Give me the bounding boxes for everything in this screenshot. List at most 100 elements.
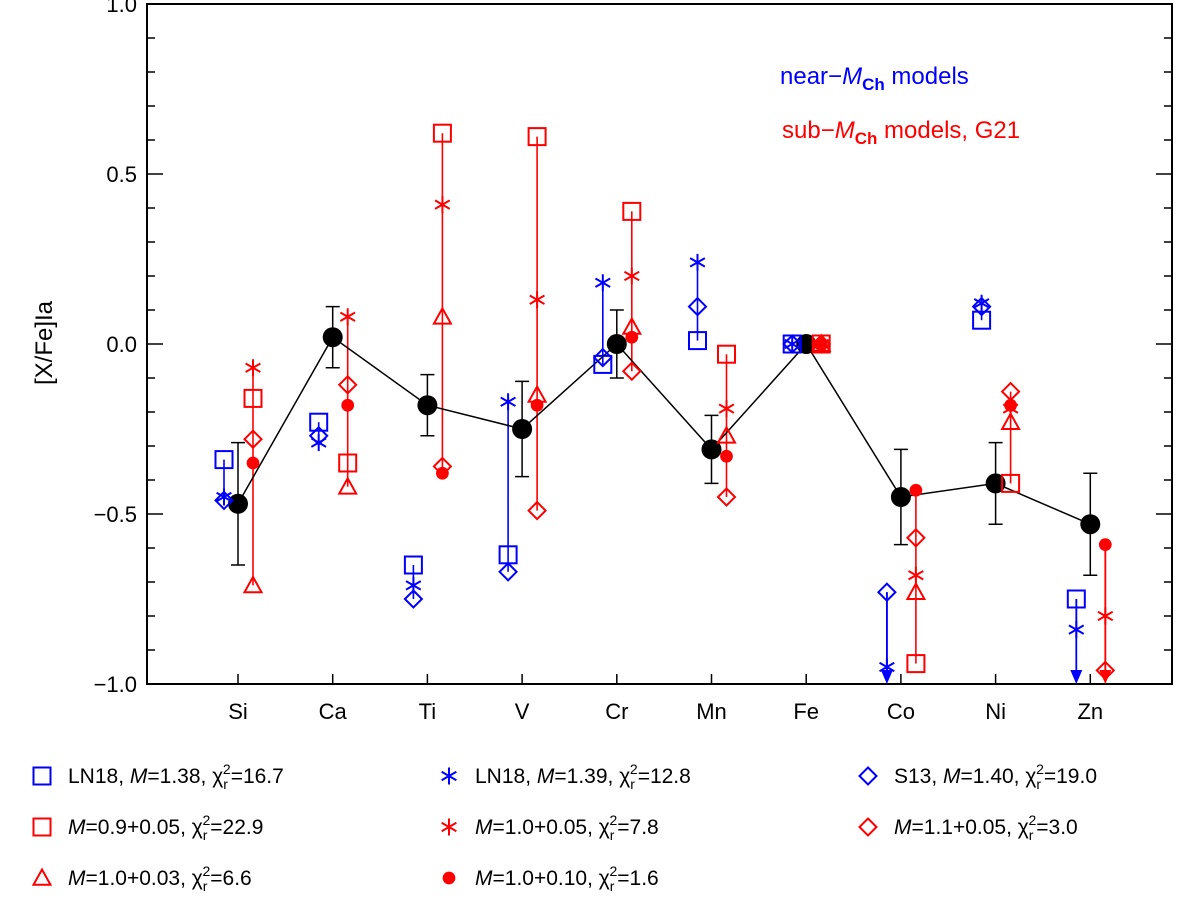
marker-square [622,201,642,221]
legend-entry: M=0.9+0.05, χr2=22.9 [32,812,263,843]
near-mch-annotation: near−MCh models [780,63,969,94]
axes-frame [146,3,1173,685]
y-tick-label: −0.5 [94,502,137,527]
legend-entry: S13, M=1.40, χr2=19.0 [858,761,1097,792]
marker-diamond [243,429,263,450]
marker-square [403,555,423,575]
legend-marker-asterisk [441,767,457,785]
observed-point [417,395,438,416]
observed-point [701,439,722,460]
observed-point [228,493,248,514]
marker-square [688,331,707,351]
tick-labels: 1.0 0.5 0.0 −0.5 −1.0 Si Ca Ti V Cr Mn Fe Co Ni Zn [94,0,1104,724]
marker-asterisk [689,253,706,271]
legend-entry: M=1.0+0.03, χr2=6.6 [31,863,252,894]
legend-label: LN18, M=1.39, χr2=12.8 [475,761,691,792]
observed-point [512,419,533,439]
marker-diamond [905,527,926,548]
observed-point [890,487,911,507]
marker-square [1066,589,1086,609]
marker-square [214,450,234,470]
x-tick-label-mn: Mn [696,699,727,724]
x-tick-label-zn: Zn [1077,699,1103,724]
x-tick-label-fe: Fe [793,699,819,724]
legend-entry: LN18, M=1.38, χr2=16.7 [32,761,284,792]
marker-square [432,123,452,143]
marker-triangle [432,306,453,325]
marker-filled-circle [1098,538,1112,551]
marker-diamond [716,487,737,507]
marker-diamond [971,296,992,317]
marker-square [527,127,547,147]
marker-filled-circle [1004,398,1017,412]
legend-marker-diamond [858,817,878,837]
marker-asterisk [623,267,640,285]
observed-line [237,336,1091,525]
upper-limit-arrowhead [1070,670,1083,684]
marker-filled-circle [909,483,923,497]
marker-square [243,388,263,408]
marker-triangle [716,425,737,444]
sub-mch-annotation: sub−MCh models, G21 [782,117,1020,148]
legend-marker-filled-circle [442,871,456,885]
legend-label: M=1.0+0.05, χr2=7.8 [475,812,659,843]
legend-entry: M=1.1+0.05, χr2=3.0 [858,812,1078,843]
marker-diamond [687,296,708,317]
marker-asterisk [310,434,327,452]
marker-asterisk [500,393,516,411]
marker-filled-circle [625,330,639,344]
legend-label: M=1.0+0.10, χr2=1.6 [475,863,659,894]
x-tick-label-ni: Ni [985,699,1006,724]
marker-filled-circle [246,456,260,470]
marker-diamond [308,425,329,446]
legend-marker-diamond [858,766,878,786]
marker-asterisk [908,566,924,584]
observed-point [985,473,1006,494]
x-tick-label-si: Si [228,699,248,724]
marker-triangle [337,476,358,495]
marker-asterisk [434,196,451,214]
marker-asterisk [1097,607,1114,625]
axis-ticks [147,3,1172,685]
legend-label: M=1.0+0.03, χr2=6.6 [68,863,252,894]
legend: LN18, M=1.38, χr2=16.7 LN18, M=1.39, χr2=… [31,761,1097,894]
marker-diamond [403,589,424,609]
legend-marker-triangle [31,867,53,886]
marker-diamond [621,361,642,382]
x-tick-label-v: V [515,699,530,724]
plot-frame [146,3,1173,685]
model-markers [214,123,1116,681]
marker-asterisk [1068,621,1085,639]
marker-diamond [214,490,234,511]
marker-square [309,412,329,432]
marker-diamond [498,561,519,582]
upper-limit-arrowhead [880,670,893,684]
marker-filled-circle [814,337,828,351]
x-tick-label-ti: Ti [419,699,437,724]
marker-diamond [592,347,613,368]
marker-square [906,654,926,674]
marker-triangle [242,574,264,594]
legend-marker-asterisk [441,818,457,836]
x-tick-label-ca: Ca [319,699,348,724]
marker-asterisk [245,359,261,377]
marker-triangle [905,581,927,600]
marker-filled-circle [341,398,355,412]
observed-point [1080,514,1101,535]
marker-filled-circle [720,449,733,463]
legend-entry: LN18, M=1.39, χr2=12.8 [441,761,691,792]
legend-marker-square [32,766,52,786]
marker-filled-circle [530,398,544,412]
marker-square [717,344,736,364]
y-tick-label: 0.0 [106,332,137,357]
marker-triangle [1000,411,1021,430]
marker-diamond [1095,660,1116,681]
x-tick-label-cr: Cr [605,699,628,724]
legend-label: M=1.1+0.05, χr2=3.0 [894,812,1078,843]
observed-point [322,327,343,348]
y-tick-label: 0.5 [106,162,137,187]
legend-label: M=0.9+0.05, χr2=22.9 [68,812,263,843]
marker-diamond [337,374,358,395]
marker-square [1001,473,1021,493]
